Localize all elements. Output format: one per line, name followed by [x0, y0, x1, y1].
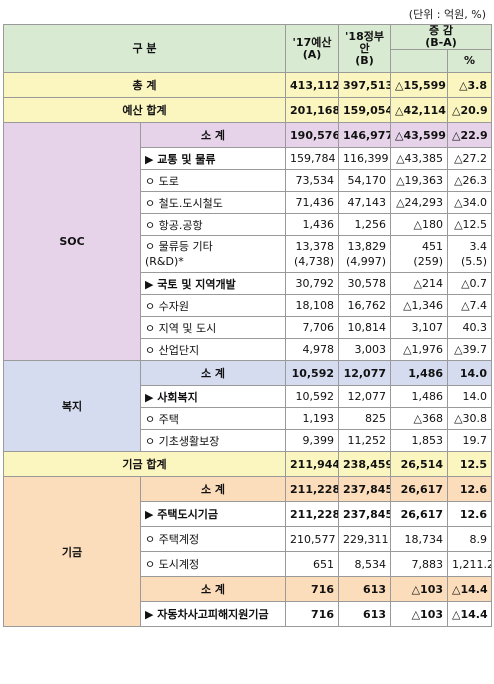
- table-row: ▶ 자동차사고피해지원기금 716 613 △103 △14.4: [4, 601, 493, 627]
- table-row: ㅇ 물류등 기타 (R&D)* 13,378 (4,738) 13,829 (4,99…: [4, 235, 493, 273]
- table-row: SOC 소 계 190,576 146,977 △43,599 △22.9: [3, 122, 493, 361]
- table-row: 예산 합계 201,168 159,054 △42,114 △20.9: [2, 97, 493, 123]
- header-pct: %: [447, 49, 493, 73]
- table-row: ▶ 주택도시기금 211,228 237,845 26,617 12.6: [4, 501, 493, 527]
- unit-note: (단위 : 억원, %): [408, 8, 486, 21]
- table-row: ㅇ 철도.도시철도 71,436 47,143 △24,293 △34.0: [4, 191, 493, 214]
- table-row: ▶ 교통 및 물류 159,784 116,399 △43,385 △27.2: [4, 147, 493, 170]
- group-welfare: 복지: [3, 360, 141, 452]
- header-col-a: '17예산 (A): [285, 24, 340, 73]
- header-row: 구 분 '17예산 (A) '18정부 안 (B) 증 감 (B-A): [2, 24, 493, 73]
- table-row: ㅇ 도시계정 651 8,534 7,883 1,211.2: [4, 551, 493, 577]
- table-row: 기금 소 계 211,228 237,845 26,617 12.6: [3, 476, 493, 627]
- table-row: 총 계 413,112 397,513 △15,599 △3.8: [2, 72, 493, 98]
- group-fund: 기금: [3, 476, 141, 627]
- header-change: 증 감 (B-A): [390, 24, 493, 50]
- table-row: ㅇ 산업단지 4,978 3,003 △1,976 △39.7: [4, 338, 493, 361]
- header-col-b: '18정부 안 (B): [338, 24, 392, 73]
- header-change-amount: [390, 49, 449, 73]
- table-row: ㅇ 도로 73,534 54,170 △19,363 △26.3: [4, 169, 493, 192]
- table-row: ㅇ 수자원 18,108 16,762 △1,346 △7.4: [4, 294, 493, 317]
- table-row: ㅇ 기초생활보장 9,399 11,252 1,853 19.7: [4, 429, 493, 452]
- table-row: 기금 합계 211,944 238,459 26,514 12.5: [2, 451, 493, 477]
- table-row: ㅇ 항공.공항 1,436 1,256 △180 △12.5: [4, 213, 493, 236]
- group-soc: SOC: [3, 122, 141, 361]
- table-row: ㅇ 주택 1,193 825 △368 △30.8: [4, 407, 493, 430]
- table-row: 복지 소 계 10,592 12,077 1,486 14.0: [3, 360, 493, 452]
- table-row: 소 계 716 613 △103 △14.4: [4, 576, 493, 602]
- header-category: 구 분: [2, 24, 287, 73]
- budget-table: 구 분 '17예산 (A) '18정부 안 (B) 증 감 (B-A) % 총 계 41…: [2, 24, 493, 627]
- table-row: ㅇ 지역 및 도시 7,706 10,814 3,107 40.3: [4, 316, 493, 339]
- table-row: ㅇ 주택계정 210,577 229,311 18,734 8.9: [4, 526, 493, 552]
